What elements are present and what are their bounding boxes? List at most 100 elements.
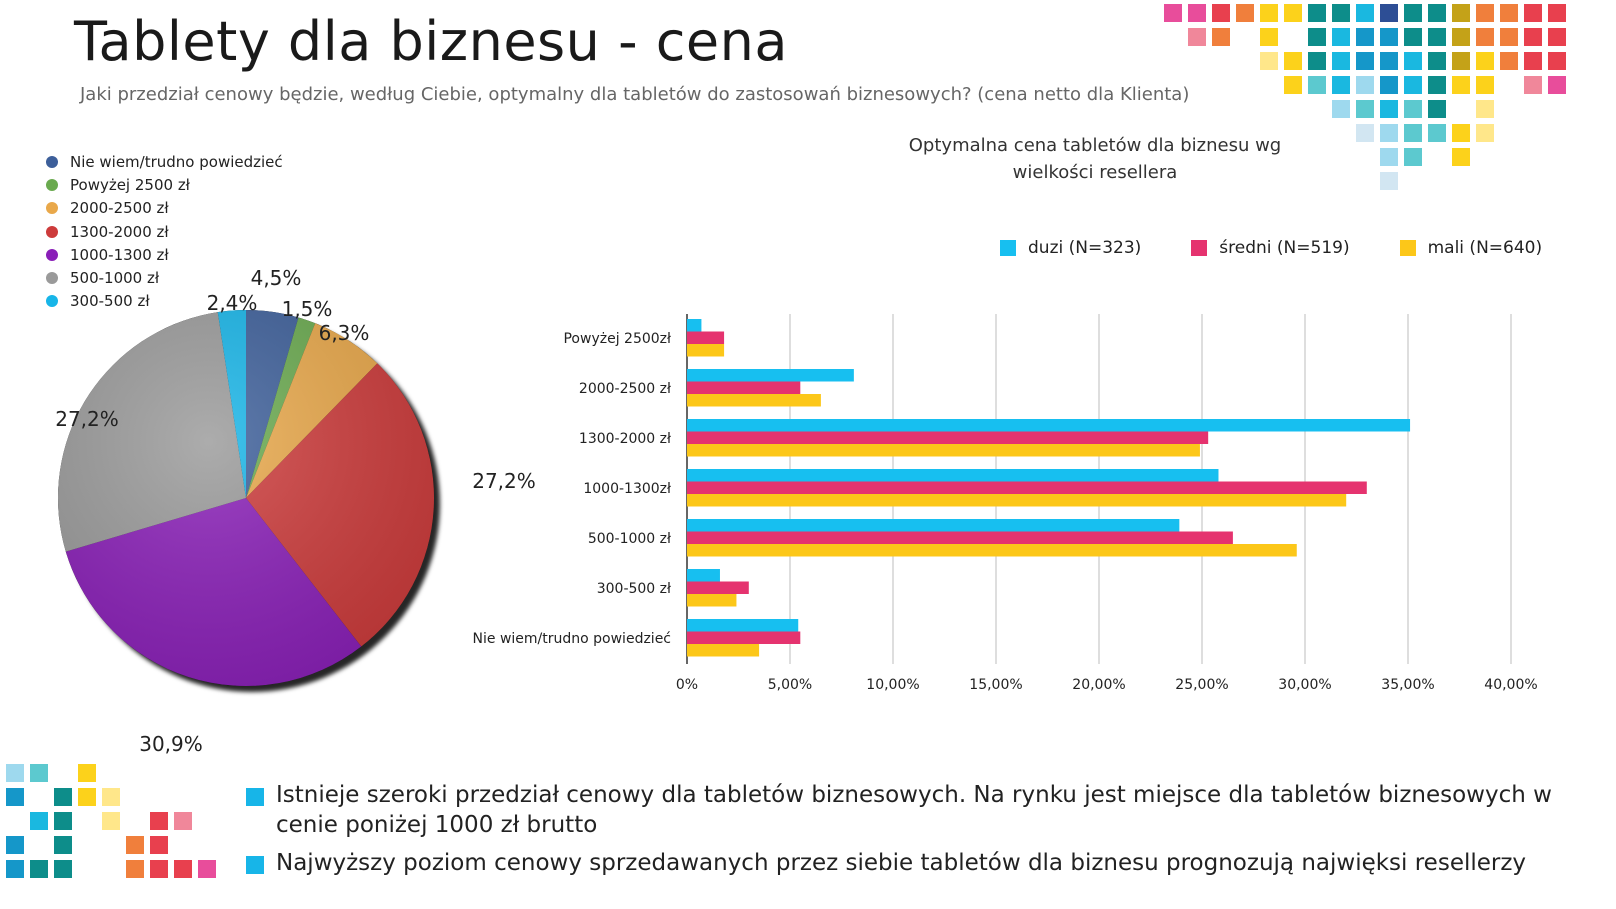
pie-legend-label: 1300-2000 zł	[70, 222, 169, 241]
mosaic-tile	[1260, 52, 1278, 70]
mosaic-tile	[150, 812, 168, 830]
mosaic-tile	[1548, 76, 1566, 94]
bar-legend-item: duzi (N=323)	[1000, 238, 1141, 258]
mosaic-tile	[1236, 4, 1254, 22]
bullet-item: Najwyższy poziom cenowy sprzedawanych pr…	[246, 848, 1576, 878]
bar-legend-item: średni (N=519)	[1191, 238, 1350, 258]
mosaic-tile	[54, 836, 72, 854]
mosaic-tile	[54, 812, 72, 830]
bar	[687, 344, 725, 357]
bullet-square-icon	[246, 856, 264, 874]
y-category-label: 500-1000 zł	[588, 531, 671, 547]
mosaic-tile	[30, 764, 48, 782]
pie-legend-item: Powyżej 2500 zł	[46, 173, 283, 196]
mosaic-tile	[1380, 124, 1398, 142]
mosaic-tile	[1452, 76, 1470, 94]
legend-dot-icon	[46, 178, 58, 191]
mosaic-tile	[1308, 28, 1326, 46]
pie-data-label: 6,3%	[319, 321, 370, 345]
pie-legend-item: 1300-2000 zł	[46, 220, 283, 243]
mosaic-tile	[1428, 4, 1446, 22]
mosaic-tile	[1452, 28, 1470, 46]
x-tick-label: 10,00%	[866, 677, 919, 693]
mosaic-tile	[1428, 28, 1446, 46]
bar	[687, 444, 1200, 457]
mosaic-tile	[1308, 52, 1326, 70]
pie-data-label: 1,5%	[282, 297, 333, 321]
x-tick-label: 25,00%	[1175, 677, 1228, 693]
y-category-label: 2000-2500 zł	[579, 381, 671, 397]
bar	[687, 419, 1411, 432]
pie-labels: 4,5% 1,5%6,3% 27,2% 30,9% 27,2% 2,4%	[55, 266, 536, 756]
mosaic-tile	[1380, 100, 1398, 118]
mosaic-tile	[1284, 4, 1302, 22]
x-tick-label: 20,00%	[1072, 677, 1125, 693]
legend-dot-icon	[46, 295, 58, 308]
pie-data-label: 27,2%	[472, 469, 536, 493]
mosaic-tile	[1476, 4, 1494, 22]
mosaic-tile	[198, 860, 216, 878]
mosaic-tile	[1356, 4, 1374, 22]
mosaic-tile	[1404, 124, 1422, 142]
pie-legend-label: Nie wiem/trudno powiedzieć	[70, 152, 283, 171]
bar-legend-item: mali (N=640)	[1399, 238, 1542, 258]
x-tick-label: 15,00%	[969, 677, 1022, 693]
mosaic-tile	[102, 788, 120, 806]
mosaic-tile	[1356, 124, 1374, 142]
bar	[687, 381, 801, 394]
x-tick-label: 35,00%	[1381, 677, 1434, 693]
bar	[687, 631, 801, 644]
pie-legend-label: Powyżej 2500 zł	[70, 175, 190, 194]
mosaic-tile	[1500, 52, 1518, 70]
bar	[687, 581, 749, 594]
bullet-square-icon	[246, 788, 264, 806]
x-tick-label: 40,00%	[1484, 677, 1537, 693]
mosaic-tile	[1500, 28, 1518, 46]
pie-legend-item: 2000-2500 zł	[46, 197, 283, 220]
mosaic-tile	[1356, 76, 1374, 94]
mosaic-tile	[1428, 76, 1446, 94]
pie-data-label: 30,9%	[139, 732, 203, 756]
x-tick-label: 30,00%	[1278, 677, 1331, 693]
bar	[687, 319, 702, 332]
mosaic-tile	[1452, 148, 1470, 166]
page-title: Tablety dla biznesu - cena	[74, 10, 788, 73]
y-category-label: 1300-2000 zł	[579, 431, 671, 447]
mosaic-tile	[1332, 100, 1350, 118]
mosaic-tile	[126, 860, 144, 878]
mosaic-tile	[6, 860, 24, 878]
mosaic-tile	[1524, 76, 1542, 94]
mosaic-tile	[1404, 76, 1422, 94]
y-category-label: 300-500 zł	[597, 581, 671, 597]
mosaic-tile	[174, 812, 192, 830]
mosaic-tile	[1404, 28, 1422, 46]
bar	[687, 594, 737, 607]
mosaic-tile	[1380, 148, 1398, 166]
bar-legend-label: duzi (N=323)	[1028, 238, 1142, 258]
mosaic-tile	[30, 812, 48, 830]
x-tick-label: 0%	[676, 677, 698, 693]
pie-legend-item: Nie wiem/trudno powiedzieć	[46, 150, 283, 173]
mosaic-tile	[1452, 4, 1470, 22]
bullet-text: Najwyższy poziom cenowy sprzedawanych pr…	[276, 850, 1527, 876]
y-category-label: 1000-1300zł	[583, 481, 671, 497]
mosaic-tile	[1284, 76, 1302, 94]
legend-dot-icon	[46, 248, 58, 261]
y-category-label: Powyżej 2500zł	[563, 331, 671, 347]
mosaic-tile	[1380, 76, 1398, 94]
page-subtitle: Jaki przedział cenowy będzie, według Cie…	[80, 84, 1190, 105]
pie-chart	[58, 310, 434, 686]
mosaic-tile	[1548, 28, 1566, 46]
mosaic-tile	[150, 860, 168, 878]
mosaic-tile	[1356, 52, 1374, 70]
mosaic-tile	[1428, 124, 1446, 142]
pie-legend-item: 1000-1300 zł	[46, 243, 283, 266]
mosaic-tile	[1500, 4, 1518, 22]
legend-swatch-icon	[1000, 240, 1016, 256]
mosaic-tile	[102, 812, 120, 830]
mosaic-tile	[1476, 52, 1494, 70]
bar-chart: 0% 5,00% 10,00% 15,00% 20,00% 25,00% 30,00% 35,…	[473, 314, 1538, 693]
pie-legend-label: 500-1000 zł	[70, 269, 160, 288]
mosaic-tile	[1188, 4, 1206, 22]
mosaic-tile	[1548, 52, 1566, 70]
